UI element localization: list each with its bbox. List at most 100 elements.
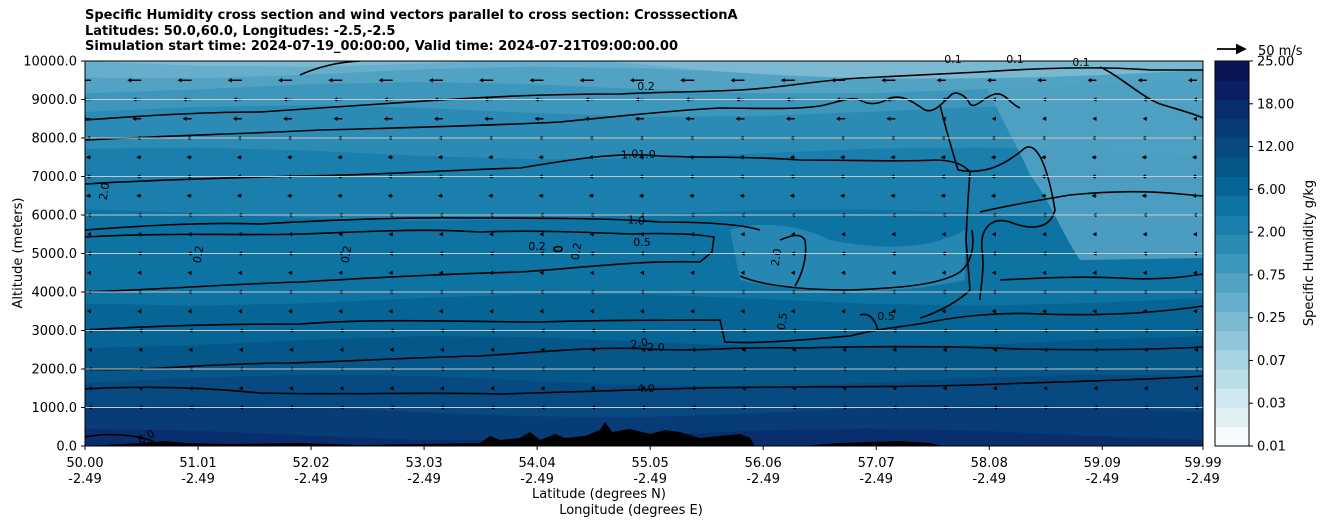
wind-vector-head <box>941 232 946 237</box>
wind-vector-head <box>137 232 142 237</box>
wind-vector-head <box>1087 78 1092 83</box>
contour-label: 0.5 <box>877 310 895 323</box>
wind-vector-head <box>836 116 841 121</box>
contour-small-ring <box>553 245 563 253</box>
wind-vector-head <box>1142 270 1147 275</box>
wind-vector-head <box>378 78 383 83</box>
x-tick-label-lon: -2.49 <box>181 472 215 487</box>
contour-02-upper <box>85 67 1203 121</box>
contour-label: 0.2 <box>528 240 546 253</box>
wind-vector-head <box>439 386 444 391</box>
wind-vector-head <box>186 155 191 160</box>
wind-vector-head <box>639 155 643 160</box>
wind-vector-head <box>338 309 343 314</box>
wind-vector-head <box>177 78 182 83</box>
title-line-1: Specific Humidity cross section and wind… <box>85 8 738 23</box>
wind-vector-head <box>780 78 785 83</box>
y-axis-ticks: 0.0 1000.0 2000.0 3000.0 4000.0 5000.0 6000.0 7… <box>23 55 85 455</box>
fill-dry-right <box>975 61 1203 260</box>
wind-vector-head <box>890 193 895 198</box>
wind-vector-head <box>741 386 746 391</box>
wind-vector-head <box>438 232 443 237</box>
wind-vector-head <box>187 270 192 275</box>
colorbar-segment <box>1215 311 1249 332</box>
wind-vector-head <box>1192 193 1196 198</box>
wind-vector-head <box>490 386 495 391</box>
wind-vector-head <box>690 232 695 237</box>
wind-vector-head <box>891 309 896 314</box>
x-tick-label-lat: 59.99 <box>1184 456 1221 471</box>
wind-vector-head <box>735 116 740 121</box>
wind-vector-head <box>87 270 91 275</box>
wind-vector-head <box>288 309 293 314</box>
wind-vector-head <box>1193 232 1197 237</box>
wind-vector-head <box>691 347 696 352</box>
title-line-2: Latitudes: 50.0,60.0, Longitudes: -2.5,-… <box>85 23 396 39</box>
wind-vector-head <box>87 309 91 314</box>
x-tick-label-lon: -2.49 <box>407 472 441 487</box>
wind-vector-head <box>630 78 634 83</box>
wind-vector-head <box>86 155 90 160</box>
contour-1-low <box>85 305 1203 344</box>
contour-label: 0.5 <box>633 236 651 249</box>
wind-vector-head <box>990 155 995 160</box>
wind-vector-head <box>438 270 443 275</box>
wind-vector-head <box>387 193 392 198</box>
wind-vector-head <box>127 78 132 83</box>
wind-vector-head <box>186 193 191 198</box>
wind-vector-head <box>338 232 343 237</box>
wind-vector-head <box>691 386 696 391</box>
x-tick-label-lon: -2.49 <box>1186 472 1220 487</box>
wind-vector-head <box>840 193 845 198</box>
wind-vector-head <box>740 232 745 237</box>
wind-vector-head <box>1092 116 1097 121</box>
title-line-3: Simulation start time: 2024-07-19_00:00:… <box>85 39 678 54</box>
wind-vector-head <box>588 155 593 160</box>
colorbar-segment <box>1215 195 1249 216</box>
wind-vector-head <box>337 193 342 198</box>
y-axis-label: Altitude (meters) <box>11 198 26 309</box>
x-tick-label-lat: 56.06 <box>745 456 782 471</box>
y-tick-label: 6000.0 <box>32 209 78 224</box>
wind-vector-head <box>136 155 141 160</box>
wind-vector-head <box>438 309 443 314</box>
wind-vector-head <box>991 309 996 314</box>
colorbar-tick-label: 0.75 <box>1257 268 1286 283</box>
wind-vector-head <box>1142 232 1147 237</box>
y-tick-label: 10000.0 <box>23 55 77 70</box>
wind-vector-head <box>689 155 694 160</box>
wind-vector-head <box>540 386 545 391</box>
wind-vector-head <box>590 347 595 352</box>
wind-vector-head <box>942 347 947 352</box>
x-tick-label-lon: -2.49 <box>520 472 554 487</box>
wind-vector-head <box>791 386 796 391</box>
wind-vector-head <box>86 193 90 198</box>
wind-vector-head <box>941 309 946 314</box>
wind-vector-head <box>1093 347 1098 352</box>
x-tick-label-lon: -2.49 <box>294 472 328 487</box>
wind-vector-head <box>428 78 433 83</box>
colorbar-tick-label: 0.07 <box>1257 354 1286 369</box>
contour-label: 4.0 <box>637 382 655 395</box>
contour-label: 2.0 <box>647 341 665 354</box>
contour-05-right <box>979 190 1203 213</box>
wind-vector-head <box>841 309 846 314</box>
colorbar-segment <box>1215 99 1249 120</box>
wind-vector-head <box>489 309 494 314</box>
contour-label: 0.1 <box>1006 53 1024 66</box>
wind-vector-head <box>741 347 746 352</box>
wind-vector-head <box>289 347 294 352</box>
wind-vector-head <box>1092 232 1097 237</box>
wind-vector-head <box>1092 270 1097 275</box>
fill-top-dry <box>609 61 1203 79</box>
wind-vector-head <box>886 116 891 121</box>
terrain <box>85 422 945 446</box>
wind-vector-head <box>437 155 442 160</box>
wind-vector-head <box>387 155 392 160</box>
wind-vector-head <box>1193 270 1197 275</box>
y-tick-label: 1000.0 <box>32 401 78 416</box>
contour-2-right <box>779 234 807 287</box>
wind-vector-head <box>892 347 897 352</box>
wind-vector-head <box>584 116 589 121</box>
wind-vector-head <box>339 347 344 352</box>
